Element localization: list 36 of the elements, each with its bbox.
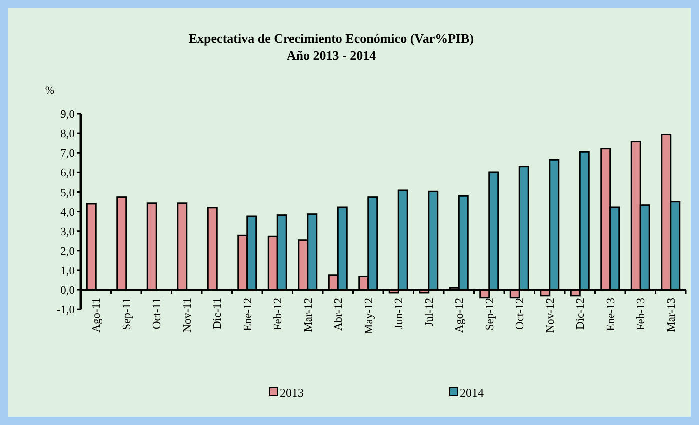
y-tick-label: 9,0 bbox=[60, 109, 76, 122]
x-tick-label: Jun-12 bbox=[394, 298, 406, 330]
x-tick-label: Ene-12 bbox=[242, 298, 254, 332]
x-tick-label: Nov-11 bbox=[182, 298, 194, 333]
x-tick-label: Mar-12 bbox=[302, 298, 315, 332]
y-tick-label: 8,0 bbox=[60, 128, 76, 141]
x-tick-label: Sep-11 bbox=[121, 298, 134, 330]
x-tick-label: Feb-13 bbox=[636, 298, 648, 331]
y-tick-label: 4,0 bbox=[60, 206, 76, 219]
chart-subtitle: Año 2013 - 2014 bbox=[286, 48, 377, 63]
x-tick-label: Mar-13 bbox=[666, 298, 678, 332]
y-tick-label: 5,0 bbox=[60, 187, 76, 200]
x-tick-label: Oct-12 bbox=[514, 298, 527, 330]
chart-title: Expectativa de Crecimiento Económico (Var%PIB) bbox=[188, 31, 474, 46]
x-tick-label: Oct-11 bbox=[152, 298, 164, 330]
x-tick-label: Dic-11 bbox=[212, 298, 224, 330]
x-tick-label: Ene-13 bbox=[605, 298, 618, 332]
y-tick-label: 7,0 bbox=[60, 148, 76, 160]
y-tick-label: -1,0 bbox=[56, 304, 76, 317]
y-tick-label: 1,0 bbox=[60, 266, 76, 278]
y-axis-title: % bbox=[45, 85, 55, 97]
y-tick-label: 0,0 bbox=[60, 285, 76, 298]
x-tick-label: Jul-12 bbox=[424, 298, 436, 327]
x-tick-label: Feb-12 bbox=[272, 298, 285, 331]
legend-label: 2014 bbox=[460, 386, 484, 400]
x-tick-label: Dic-12 bbox=[575, 298, 588, 330]
y-tick-label: 2,0 bbox=[60, 246, 76, 258]
x-tick-label: Nov-12 bbox=[544, 298, 557, 334]
y-tick-label: 3,0 bbox=[60, 226, 76, 238]
x-tick-label: Ago-11 bbox=[91, 298, 104, 333]
x-tick-label: Sep-12 bbox=[484, 298, 496, 331]
legend-label: 2013 bbox=[280, 386, 304, 400]
x-tick-label: Abr-12 bbox=[333, 298, 346, 332]
x-tick-label: Ago-12 bbox=[454, 298, 466, 334]
x-tick-label: May-12 bbox=[363, 298, 376, 334]
y-tick-label: 6,0 bbox=[60, 168, 76, 180]
